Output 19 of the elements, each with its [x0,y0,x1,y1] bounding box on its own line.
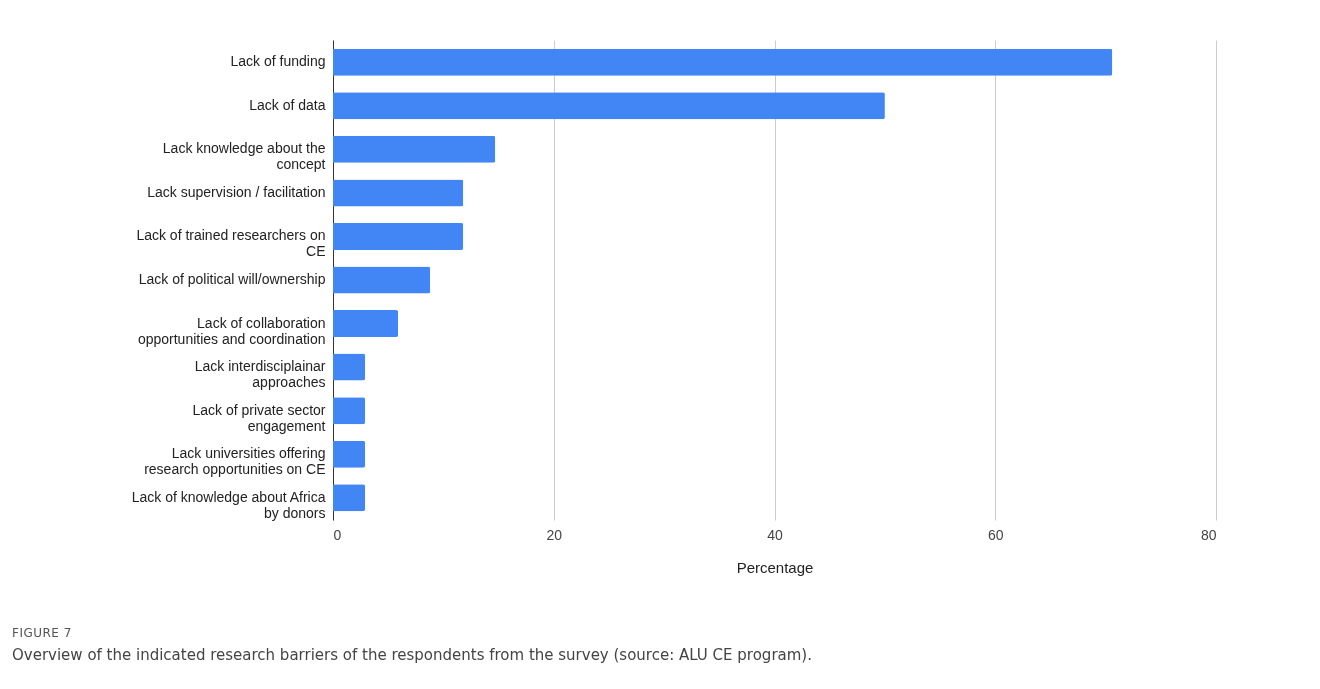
caption: FIGURE 7 [12,626,73,640]
y-tick-label: Lack interdisciplainar approaches [194,358,326,391]
x-axis-title: Percentage [736,558,814,576]
x-tick-label: 40 [767,526,783,543]
y-tick-label: Lack of funding [230,53,326,70]
x-tick-label: 60 [987,526,1004,543]
x-tick-label: 80 [1200,526,1217,543]
y-tick-label: Lack of trained researchers on CE [136,227,326,260]
y-tick-label: Lack of knowledge about Africa by donors [131,488,326,521]
x-tick-label: 0 [333,526,342,543]
x-tick-label: 20 [546,526,563,543]
y-tick-label: Lack supervision / facilitation [147,183,326,200]
text: Overview of the indicated research barriers of the respondents from the survey (source: ALU CE program). [12,646,812,664]
y-tick-label: Lack of collaboration opportunities and coordination [137,314,326,347]
y-tick-label: Lack knowledge about the concept [162,140,326,173]
y-tick-label: Lack of private sector engagement [192,401,326,434]
y-tick-label: Lack universities offering research opportunities on CE [144,445,326,478]
y-tick-label: Lack of data [249,96,326,113]
y-tick-label: Lack of political will/ownership [138,271,326,287]
